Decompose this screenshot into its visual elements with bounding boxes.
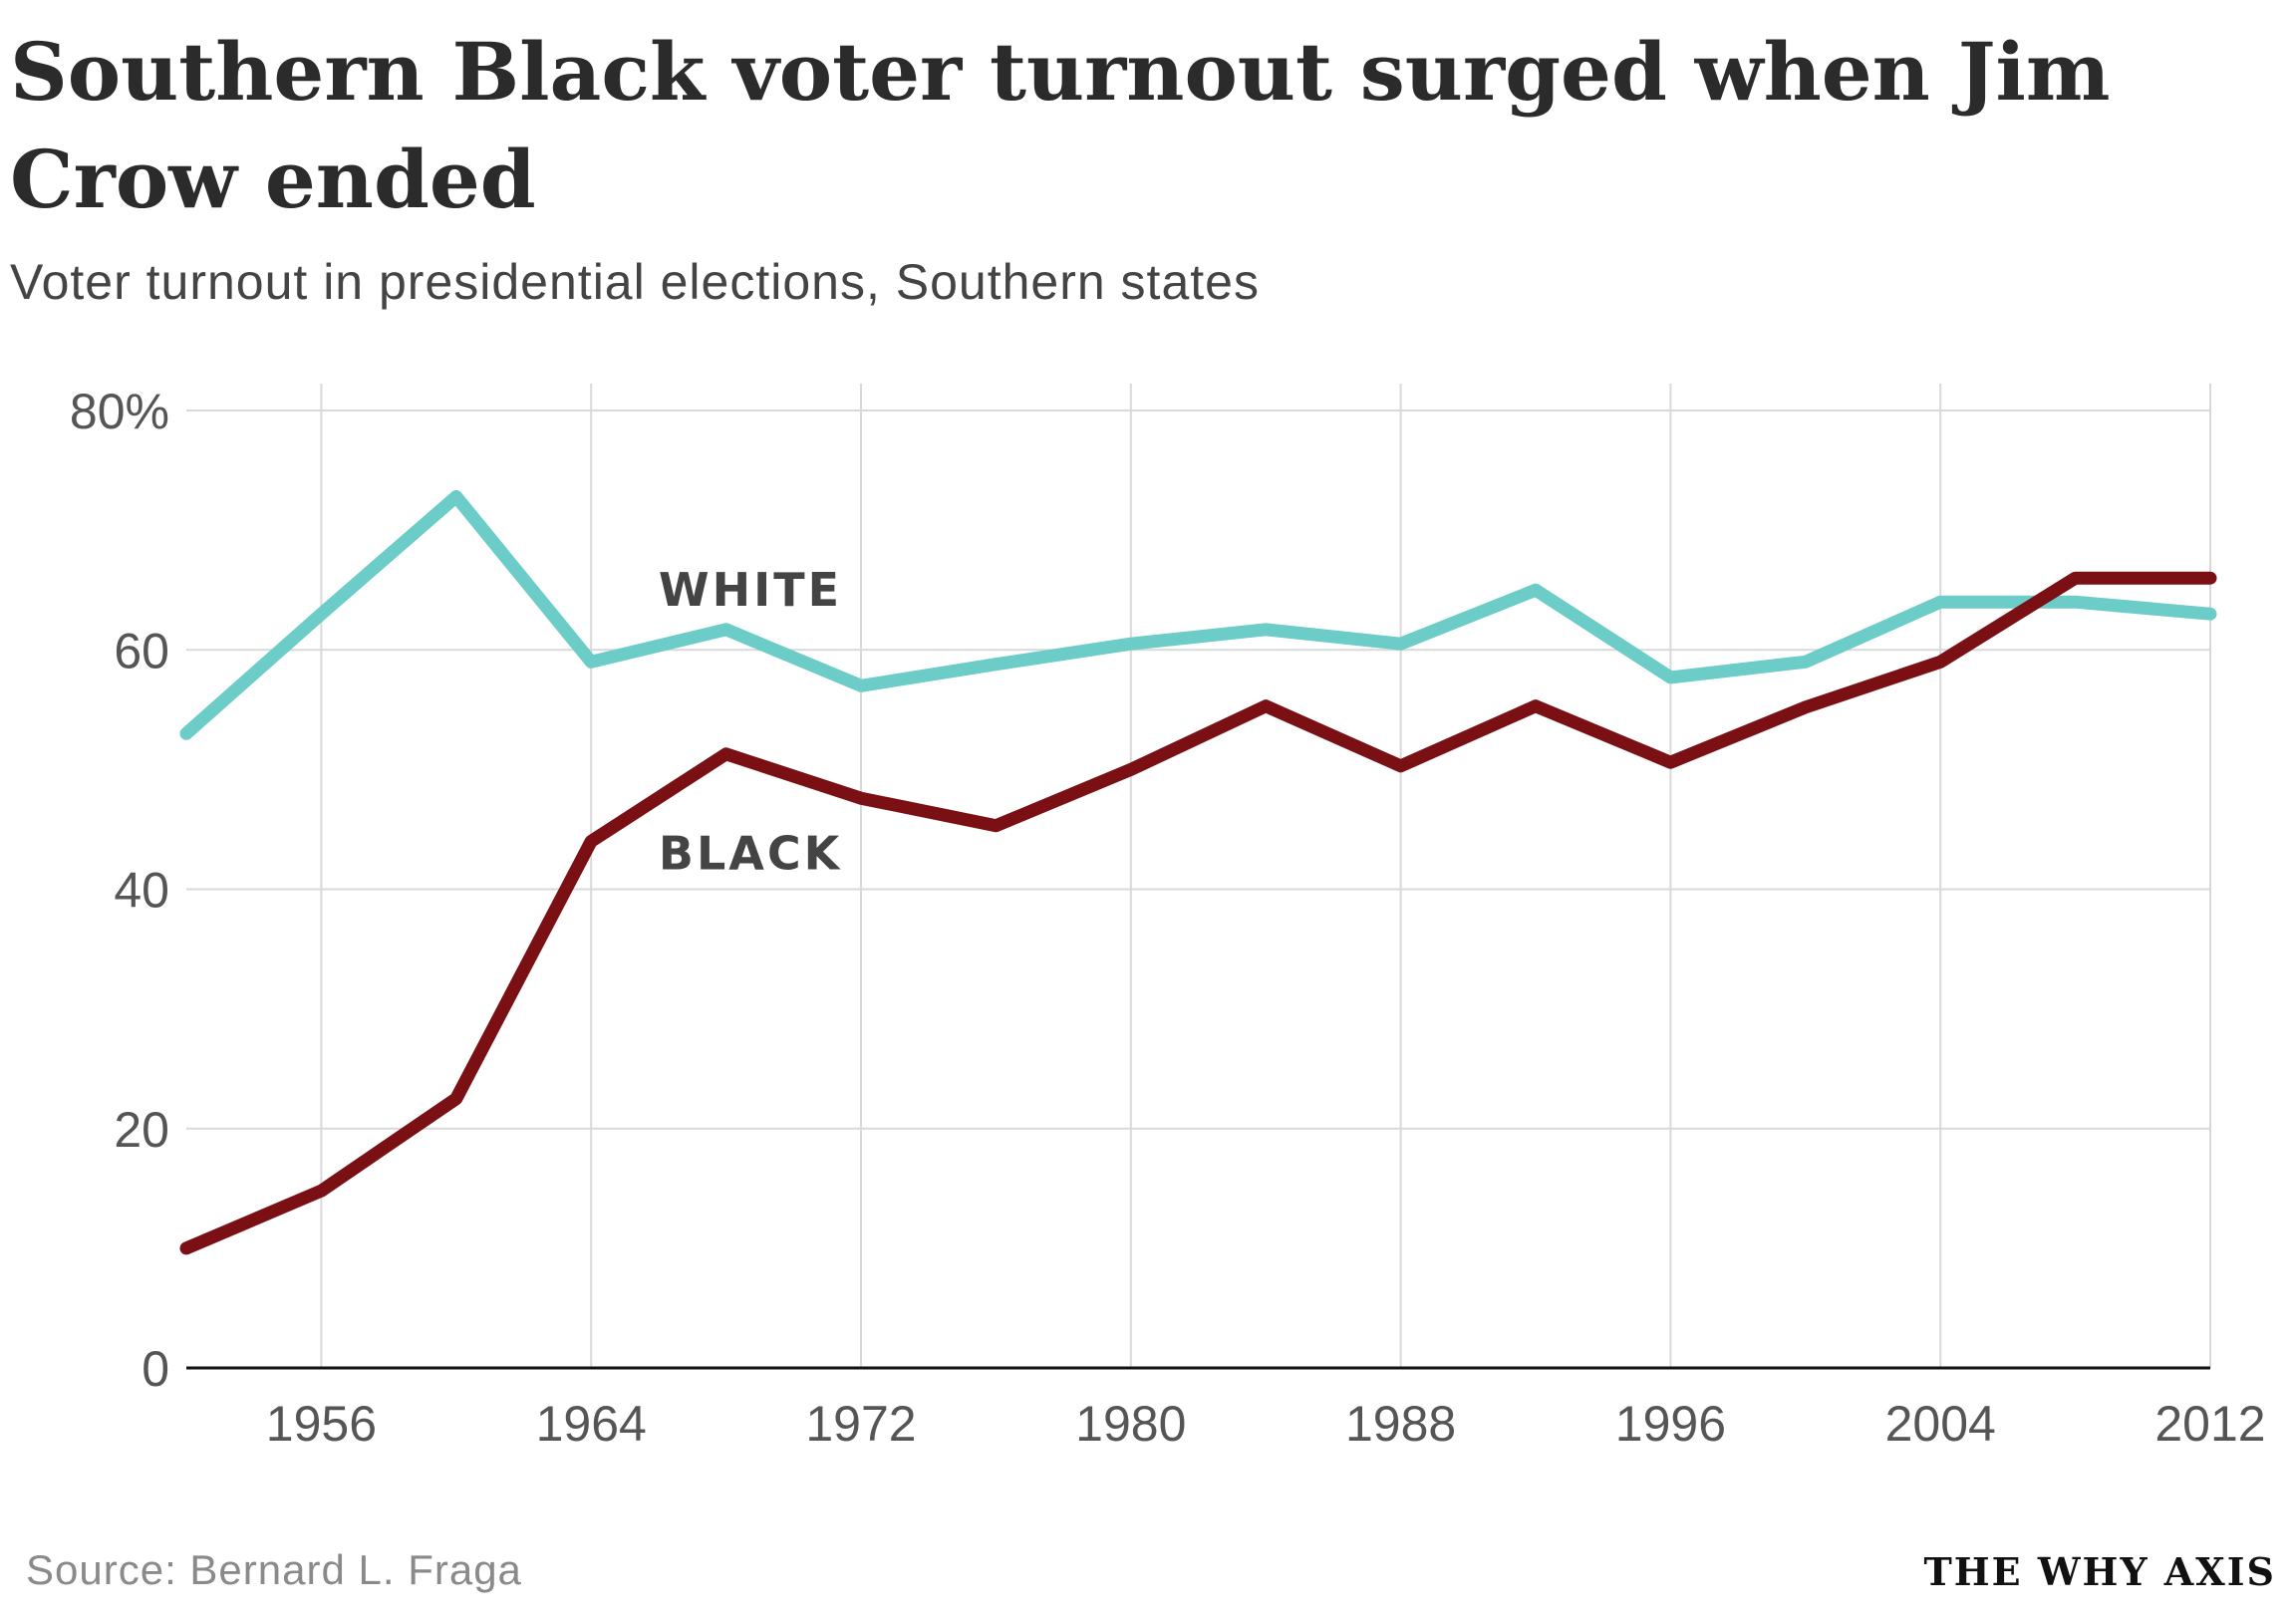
x-tick-label-2012: 2012 [2154, 1396, 2265, 1452]
series-annotations: WHITE BLACK [659, 563, 842, 880]
y-tick-label-0: 0 [142, 1341, 169, 1397]
series-label-black: BLACK [659, 826, 842, 880]
x-tick-labels: 1956 1964 1972 1980 1988 1996 2004 2012 [266, 1396, 2266, 1452]
series-label-white: WHITE [659, 563, 842, 617]
y-tick-labels: 0 20 40 60 80% [70, 384, 169, 1397]
y-gridlines [186, 409, 2210, 1130]
series-line-black [179, 571, 2217, 1255]
y-tick-label-80: 80% [70, 384, 169, 439]
chart-subtitle: Voter turnout in presidential elections,… [10, 254, 1260, 310]
x-tick-label-1980: 1980 [1075, 1396, 1186, 1452]
x-tick-label-1972: 1972 [805, 1396, 916, 1452]
source-note: Source: Bernard L. Fraga [26, 1546, 522, 1593]
x-tick-label-1956: 1956 [266, 1396, 377, 1452]
series-line-white [179, 490, 2217, 740]
series-lines [179, 490, 2217, 1255]
x-gridlines [320, 384, 2211, 1368]
x-tick-label-1996: 1996 [1615, 1396, 1726, 1452]
y-tick-label-60: 60 [114, 623, 169, 678]
y-tick-label-40: 40 [114, 863, 169, 919]
line-chart: 0 20 40 60 80% 1956 1964 1972 1980 1988 1996 2004 2… [70, 384, 2266, 1452]
chart-title: Southern Black voter turnout surged when… [10, 25, 2111, 226]
brand-logo: THE WHY AXIS [1923, 1549, 2276, 1594]
x-tick-label-2004: 2004 [1885, 1396, 1996, 1452]
x-tick-label-1964: 1964 [536, 1396, 647, 1452]
y-tick-label-20: 20 [114, 1102, 169, 1158]
x-tick-label-1988: 1988 [1345, 1396, 1456, 1452]
